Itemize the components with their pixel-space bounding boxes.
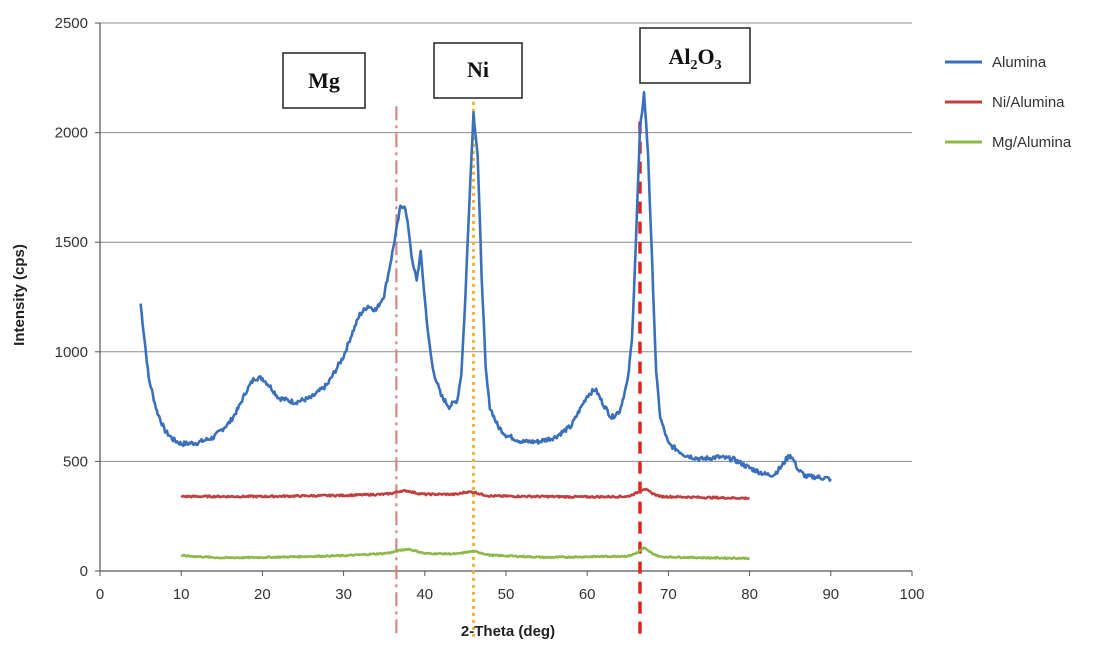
- annotation-ni-box: [433, 42, 523, 99]
- y-tick-label: 2500: [55, 15, 88, 32]
- y-tick-label: 2000: [55, 125, 88, 142]
- series-line-mg-alumina: [180, 546, 750, 561]
- al-subscript: 2: [690, 58, 697, 73]
- x-tick-label: 70: [660, 586, 677, 603]
- x-axis-title: 2-Theta (deg): [461, 623, 555, 640]
- o-symbol: O: [697, 44, 714, 69]
- x-tick-label: 60: [579, 586, 596, 603]
- plot-area: [139, 91, 832, 561]
- x-tick-label: 80: [741, 586, 758, 603]
- x-tick-label: 30: [335, 586, 352, 603]
- annotation-ni: Ni: [433, 42, 523, 99]
- tick-labels: 0 500 1000 1500 2000 2500 0 10 20 30 40 50 60 70 80 90 1…: [55, 15, 925, 603]
- x-tick-label: 20: [254, 586, 271, 603]
- axes: [95, 22, 913, 576]
- series-line-ni-alumina: [180, 487, 750, 501]
- x-tick-label: 50: [498, 586, 515, 603]
- annotation-al2o3-label: Al2O3: [668, 44, 721, 73]
- annotation-al2o3-box: [639, 27, 751, 84]
- y-tick-label: 500: [63, 453, 88, 470]
- y-tick-label: 0: [80, 563, 88, 580]
- annotation-mg: Mg: [282, 52, 366, 109]
- annotation-al2o3: Al2O3: [639, 27, 751, 84]
- legend: Alumina Ni/Alumina Mg/Alumina: [945, 54, 1072, 151]
- y-tick-label: 1000: [55, 344, 88, 361]
- x-tick-label: 90: [822, 586, 839, 603]
- annotation-mg-box: [282, 52, 366, 109]
- x-tick-label: 100: [899, 586, 924, 603]
- legend-label: Ni/Alumina: [992, 94, 1065, 111]
- y-tick-label: 1500: [55, 234, 88, 251]
- legend-label: Mg/Alumina: [992, 134, 1072, 151]
- al-symbol: Al: [668, 44, 690, 69]
- annotation-mg-label: Mg: [308, 68, 340, 93]
- y-axis-title: Intensity (cps): [11, 244, 28, 346]
- x-tick-label: 10: [173, 586, 190, 603]
- legend-label: Alumina: [992, 54, 1047, 71]
- x-tick-label: 0: [96, 586, 104, 603]
- o-subscript: 3: [715, 58, 722, 73]
- series-line-alumina: [139, 91, 832, 482]
- x-tick-label: 40: [416, 586, 433, 603]
- annotation-ni-label: Ni: [467, 57, 489, 82]
- grid-lines: [100, 22, 912, 462]
